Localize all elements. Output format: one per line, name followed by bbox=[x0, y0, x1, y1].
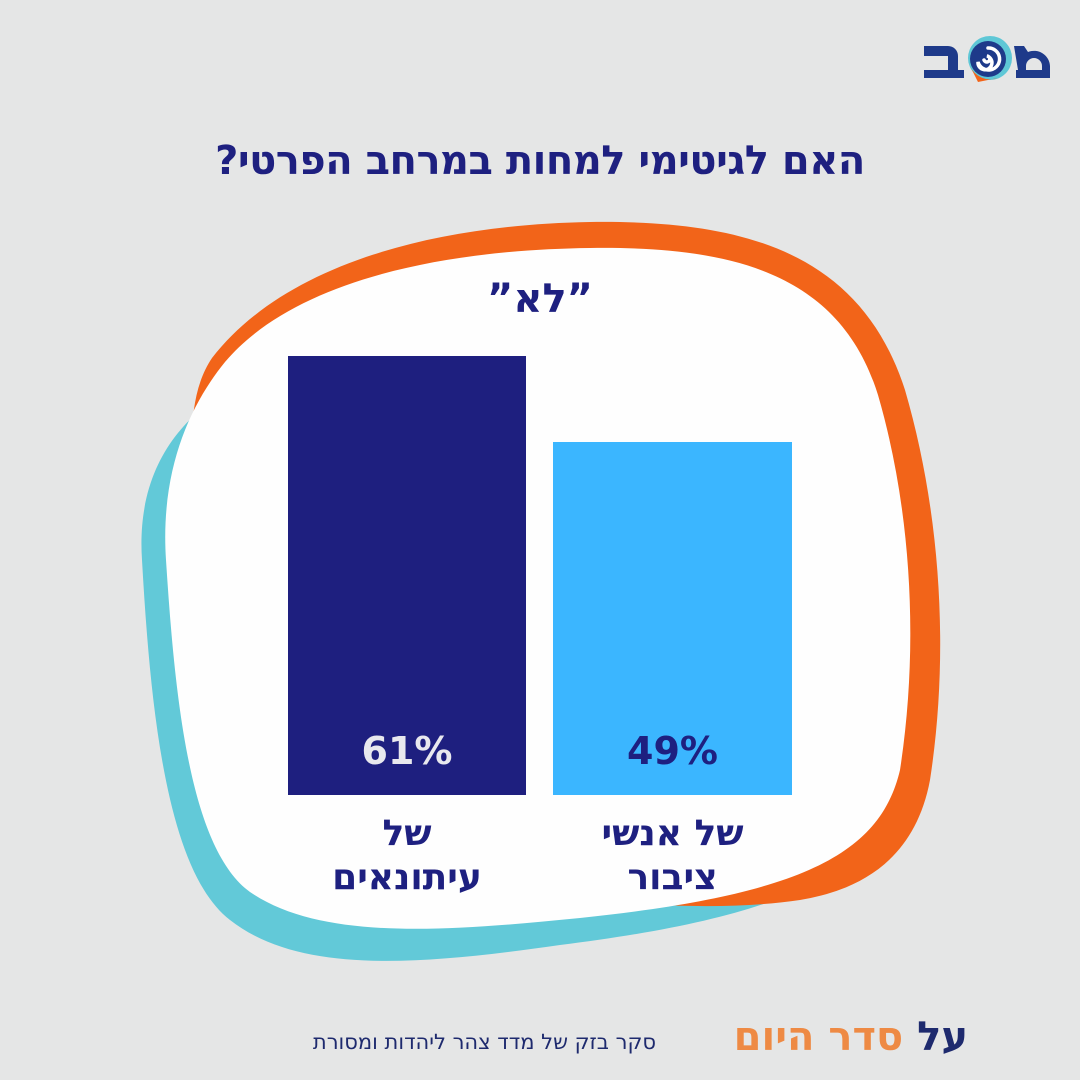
bar-value-public-figures: 49% bbox=[627, 729, 718, 773]
bar-label-public-figures: של אנשי ציבור bbox=[553, 812, 792, 900]
bar-label-line2: ציבור bbox=[627, 857, 718, 898]
footer-brand-prefix: על bbox=[917, 1014, 968, 1060]
footer-brand: על סדר היום bbox=[734, 1014, 968, 1060]
bar-public-figures: 49% bbox=[553, 442, 792, 795]
mashav-logo-icon bbox=[924, 36, 1050, 82]
bar-label-line2: עיתונאים bbox=[332, 857, 482, 898]
bar-label-journalists: של עיתונאים bbox=[288, 812, 526, 900]
bar-label-line1: של bbox=[382, 813, 432, 854]
footer-brand-highlight: סדר היום bbox=[733, 1014, 904, 1060]
bar-journalists: 61% bbox=[288, 356, 526, 795]
bar-value-journalists: 61% bbox=[361, 729, 453, 773]
bar-label-line1: של אנשי bbox=[601, 813, 744, 854]
white-card bbox=[165, 247, 911, 929]
footer-note: סקר בזק של מדד צהר ליהדות ומסורת bbox=[312, 1030, 656, 1054]
chart-subtitle: ”לא” bbox=[487, 276, 593, 322]
page-title: האם לגיטימי למחות במרחב הפרטי? bbox=[215, 138, 865, 184]
